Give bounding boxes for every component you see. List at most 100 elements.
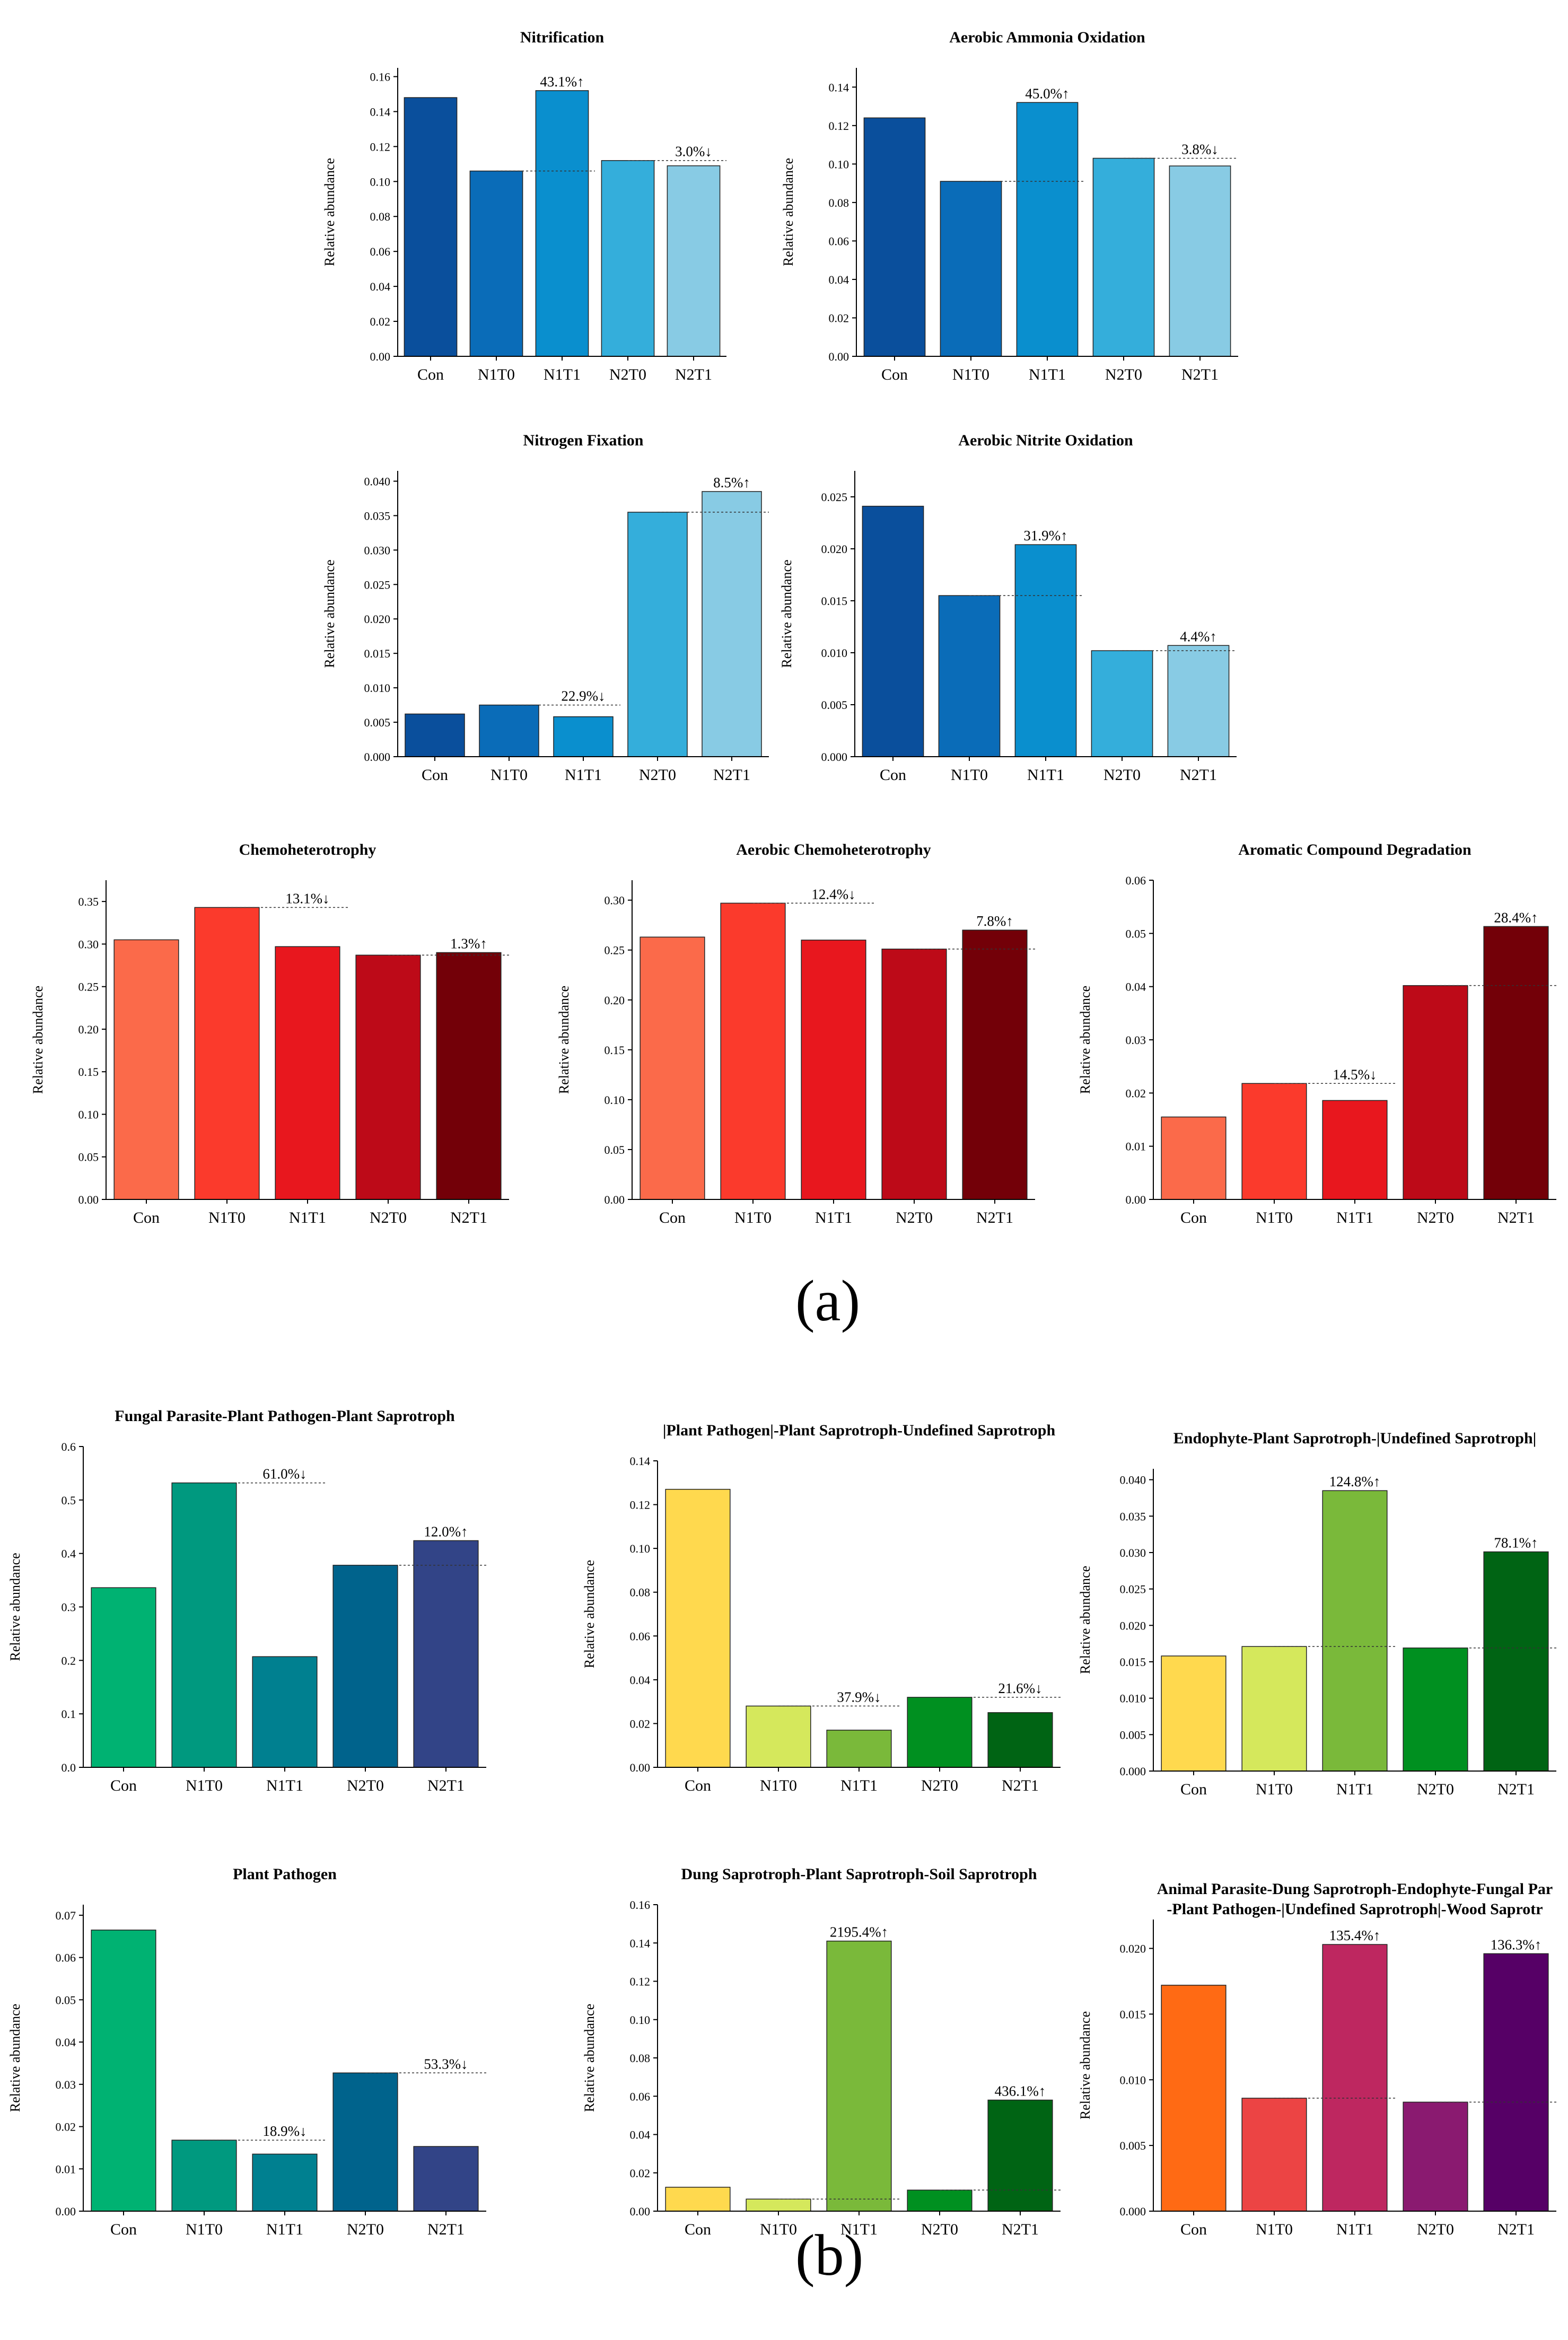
y-tick-label: 0.015 (364, 647, 391, 660)
x-tick-label: Con (881, 366, 908, 383)
y-tick-label: 0.14 (630, 1454, 651, 1468)
y-tick-label: 0.1 (62, 1707, 76, 1721)
bar-n2t0 (332, 1565, 398, 1768)
x-tick-label: N1T0 (186, 2221, 223, 2238)
bar-n1t1 (535, 90, 589, 357)
y-tick-label: 0.015 (1120, 2008, 1146, 2021)
y-axis-title: Relative abundance (556, 986, 572, 1094)
x-tick-label: N2T0 (896, 1209, 933, 1226)
y-axis-title: Relative abundance (781, 158, 796, 266)
x-tick-label: N1T1 (266, 2221, 303, 2238)
bar-n1t0 (194, 907, 260, 1200)
bar-n2t0 (332, 2072, 398, 2212)
change-label: 12.4%↓ (811, 886, 855, 902)
bar-con (640, 936, 705, 1200)
chart-0: Nitrification 43.1%↑ 3.0%↓ 0.00 0.02 0.04 0.06… (322, 29, 726, 383)
change-label: 45.0%↑ (1025, 85, 1069, 101)
chart-title: Aerobic Nitrite Oxidation (958, 432, 1133, 449)
change-label: 14.5%↓ (1333, 1066, 1377, 1082)
y-tick-label: 0.16 (630, 1898, 651, 1912)
y-tick-label: 0.06 (630, 2090, 651, 2103)
bar-n1t1 (252, 2153, 318, 2212)
y-tick-label: 0.16 (370, 70, 391, 83)
y-tick-label: 0.010 (821, 646, 848, 660)
chart-2: Nitrogen Fixation 22.9%↓ 8.5%↑ 0.000 0.005 0.… (322, 432, 769, 784)
y-tick-label: 0.04 (1126, 980, 1146, 994)
bar-con (404, 97, 458, 357)
y-tick-label: 0.2 (62, 1654, 76, 1667)
x-tick-label: N2T1 (450, 1209, 487, 1226)
change-label: 124.8%↑ (1329, 1474, 1381, 1489)
x-tick-label: N1T1 (1029, 366, 1066, 383)
y-tick-label: 0.015 (821, 594, 848, 608)
y-tick-label: 0.15 (78, 1065, 99, 1079)
y-tick-label: 0.000 (821, 750, 848, 764)
y-tick-label: 0.25 (78, 980, 99, 994)
y-axis-title: Relative abundance (30, 986, 46, 1094)
bar-n2t1 (1483, 926, 1549, 1200)
bar-con (1161, 1655, 1227, 1772)
x-tick-label: N1T1 (565, 766, 602, 784)
x-tick-label: Con (1180, 1781, 1207, 1798)
y-tick-label: 0.15 (605, 1044, 625, 1057)
y-tick-label: 0.10 (630, 2013, 651, 2027)
x-tick-label: N1T1 (1027, 766, 1064, 784)
chart-title: |Plant Pathogen|-Plant Saprotroph-Undefi… (663, 1422, 1056, 1439)
bar-n1t1 (1322, 1944, 1388, 2212)
x-tick-label: N2T1 (427, 2221, 465, 2238)
x-tick-label: N1T1 (815, 1209, 852, 1226)
y-tick-label: 0.000 (364, 750, 391, 764)
y-axis-title: Relative abundance (7, 2004, 23, 2112)
x-tick-label: Con (110, 1777, 137, 1794)
chart-8: |Plant Pathogen|-Plant Saprotroph-Undefi… (582, 1422, 1061, 1794)
change-label: 7.8%↑ (976, 913, 1013, 929)
change-label: 53.3%↓ (424, 2056, 468, 2072)
bar-n2t0 (601, 160, 655, 357)
y-tick-label: 0.030 (364, 544, 391, 557)
bar-n2t0 (355, 954, 421, 1200)
y-axis-title: Relative abundance (322, 158, 337, 266)
x-tick-label: N2T0 (921, 2221, 958, 2238)
x-tick-label: N1T1 (544, 366, 581, 383)
bar-n2t1 (702, 491, 762, 757)
chart-9: Endophyte-Plant Saprotroph-|Undefined Sa… (1078, 1430, 1556, 1798)
y-tick-label: 0.025 (821, 490, 848, 504)
chart-title: Endophyte-Plant Saprotroph-|Undefined Sa… (1173, 1430, 1537, 1447)
x-tick-label: Con (417, 366, 444, 383)
y-tick-label: 0.010 (1120, 1692, 1146, 1705)
x-tick-label: N2T1 (713, 766, 750, 784)
bar-n1t0 (720, 902, 786, 1200)
x-tick-label: N1T0 (760, 2221, 797, 2238)
x-tick-label: N1T0 (760, 1777, 797, 1794)
bar-n2t1 (962, 930, 1028, 1200)
bar-n1t0 (1241, 1646, 1307, 1772)
x-tick-label: N2T0 (370, 1209, 407, 1226)
bar-n2t0 (1091, 650, 1153, 757)
change-label: 4.4%↑ (1180, 628, 1217, 644)
y-tick-label: 0.5 (62, 1494, 76, 1507)
y-tick-label: 0.02 (630, 1717, 651, 1730)
bar-n2t1 (667, 165, 721, 357)
bar-n2t0 (907, 2189, 973, 2212)
y-tick-label: 0.06 (630, 1629, 651, 1643)
y-tick-label: 0.00 (829, 350, 849, 363)
x-tick-label: N2T1 (427, 1777, 465, 1794)
y-tick-label: 0.02 (1126, 1086, 1146, 1100)
bar-n1t1 (1322, 1490, 1388, 1772)
bar-n1t1 (1016, 102, 1079, 357)
y-tick-label: 0.14 (829, 81, 849, 94)
y-tick-label: 0.005 (1120, 2139, 1146, 2152)
x-tick-label: N1T1 (1336, 1209, 1373, 1226)
bar-n2t1 (1169, 165, 1231, 357)
y-tick-label: 0.010 (364, 681, 391, 695)
y-tick-label: 0.015 (1120, 1655, 1146, 1669)
y-tick-label: 0.020 (1120, 1619, 1146, 1632)
bar-n2t1 (436, 952, 502, 1200)
bar-con (862, 505, 924, 757)
chart-11: Dung Saprotroph-Plant Saprotroph-Soil Sa… (582, 1865, 1061, 2238)
y-tick-label: 0.12 (829, 119, 849, 133)
chart-title: Nitrogen Fixation (523, 432, 644, 449)
y-tick-label: 0.040 (364, 475, 391, 488)
x-tick-label: N2T0 (1417, 1781, 1454, 1798)
